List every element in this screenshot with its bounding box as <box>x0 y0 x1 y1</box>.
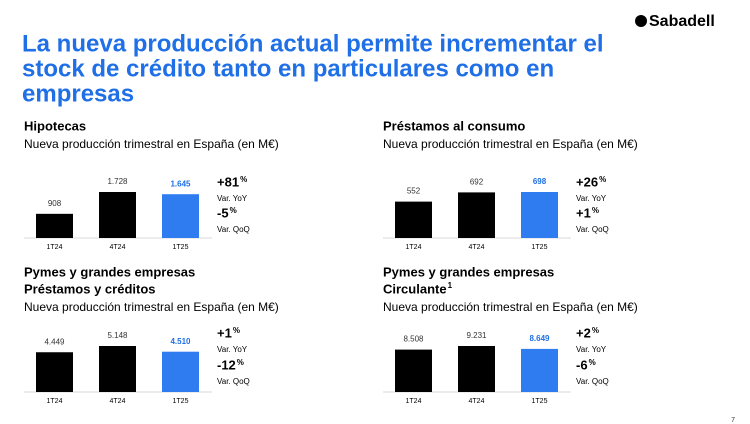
chart-subtitle: Nueva producción trimestral en España (e… <box>383 300 638 314</box>
slide-title: empresas <box>22 80 134 107</box>
x-tick-label: 1T24 <box>47 244 63 251</box>
kpi-label: Var. QoQ <box>217 377 250 386</box>
value-label: 8.649 <box>529 334 550 343</box>
x-tick-label: 1T25 <box>173 398 189 405</box>
value-label: 698 <box>533 177 547 186</box>
kpi-label: Var. QoQ <box>217 225 250 234</box>
value-label: 9.231 <box>466 331 487 340</box>
value-label: 4.449 <box>44 337 65 346</box>
bar <box>458 346 495 392</box>
bar <box>458 192 495 238</box>
x-tick-label: 1T24 <box>406 398 422 405</box>
kpi-label: Var. YoY <box>576 194 607 203</box>
logo-icon <box>635 15 647 27</box>
slide-title: stock de crédito tanto en particulares c… <box>22 55 554 82</box>
kpi-label: Var. YoY <box>217 345 248 354</box>
footnote-mark: 1 <box>448 281 453 290</box>
x-tick-label: 1T25 <box>173 244 189 251</box>
chart-subtitle: Nueva producción trimestral en España (e… <box>383 137 638 151</box>
chart-title: Préstamos al consumo <box>383 118 525 133</box>
kpi-label: Var. YoY <box>217 194 248 203</box>
slide-title: La nueva producción actual permite incre… <box>22 30 604 57</box>
chart-title: Circulante <box>383 281 447 296</box>
kpi-value: +81 <box>217 174 239 189</box>
kpi-value: +26 <box>576 174 598 189</box>
kpi-unit: % <box>599 175 606 184</box>
value-label: 5.148 <box>107 331 128 340</box>
bar <box>36 352 73 392</box>
chart-subtitle: Nueva producción trimestral en España (e… <box>24 300 279 314</box>
x-tick-label: 1T25 <box>532 244 548 251</box>
x-tick-label: 4T24 <box>469 244 485 251</box>
x-tick-label: 4T24 <box>110 398 126 405</box>
bar <box>395 349 432 392</box>
x-tick-label: 1T24 <box>406 244 422 251</box>
x-tick-label: 1T25 <box>532 398 548 405</box>
chart-title: Pymes y grandes empresas <box>383 264 554 279</box>
page-number: 7 <box>731 417 735 424</box>
kpi-value: +2 <box>576 325 591 340</box>
kpi-value: -12 <box>217 357 236 372</box>
kpi-unit: % <box>240 175 247 184</box>
x-tick-label: 4T24 <box>110 244 126 251</box>
kpi-value: +1 <box>576 205 591 220</box>
value-label: 552 <box>407 187 421 196</box>
kpi-label: Var. YoY <box>576 345 607 354</box>
chart-subtitle: Nueva producción trimestral en España (e… <box>24 137 279 151</box>
value-label: 1.645 <box>170 179 191 188</box>
kpi-value: +1 <box>217 325 232 340</box>
bar <box>521 192 558 238</box>
value-label: 8.508 <box>403 335 424 344</box>
kpi-value: -5 <box>217 205 229 220</box>
bar <box>36 213 73 238</box>
kpi-unit: % <box>592 206 599 215</box>
value-label: 1.728 <box>107 177 128 186</box>
bar <box>99 346 136 392</box>
value-label: 4.510 <box>170 337 191 346</box>
kpi-unit: % <box>237 358 244 367</box>
bar <box>162 194 199 238</box>
kpi-label: Var. QoQ <box>576 377 609 386</box>
x-tick-label: 1T24 <box>47 398 63 405</box>
bar <box>162 351 199 392</box>
bar <box>99 192 136 238</box>
kpi-value: -6 <box>576 357 588 372</box>
chart-title: Préstamos y créditos <box>24 281 156 296</box>
x-tick-label: 4T24 <box>469 398 485 405</box>
kpi-unit: % <box>233 326 240 335</box>
value-label: 908 <box>48 199 62 208</box>
kpi-label: Var. QoQ <box>576 225 609 234</box>
chart-title: Pymes y grandes empresas <box>24 264 195 279</box>
chart-title: Hipotecas <box>24 118 86 133</box>
kpi-unit: % <box>589 358 596 367</box>
bar <box>521 348 558 392</box>
kpi-unit: % <box>230 206 237 215</box>
value-label: 692 <box>470 178 484 187</box>
kpi-unit: % <box>592 326 599 335</box>
logo: Sabadell <box>649 13 715 30</box>
bar <box>395 201 432 238</box>
